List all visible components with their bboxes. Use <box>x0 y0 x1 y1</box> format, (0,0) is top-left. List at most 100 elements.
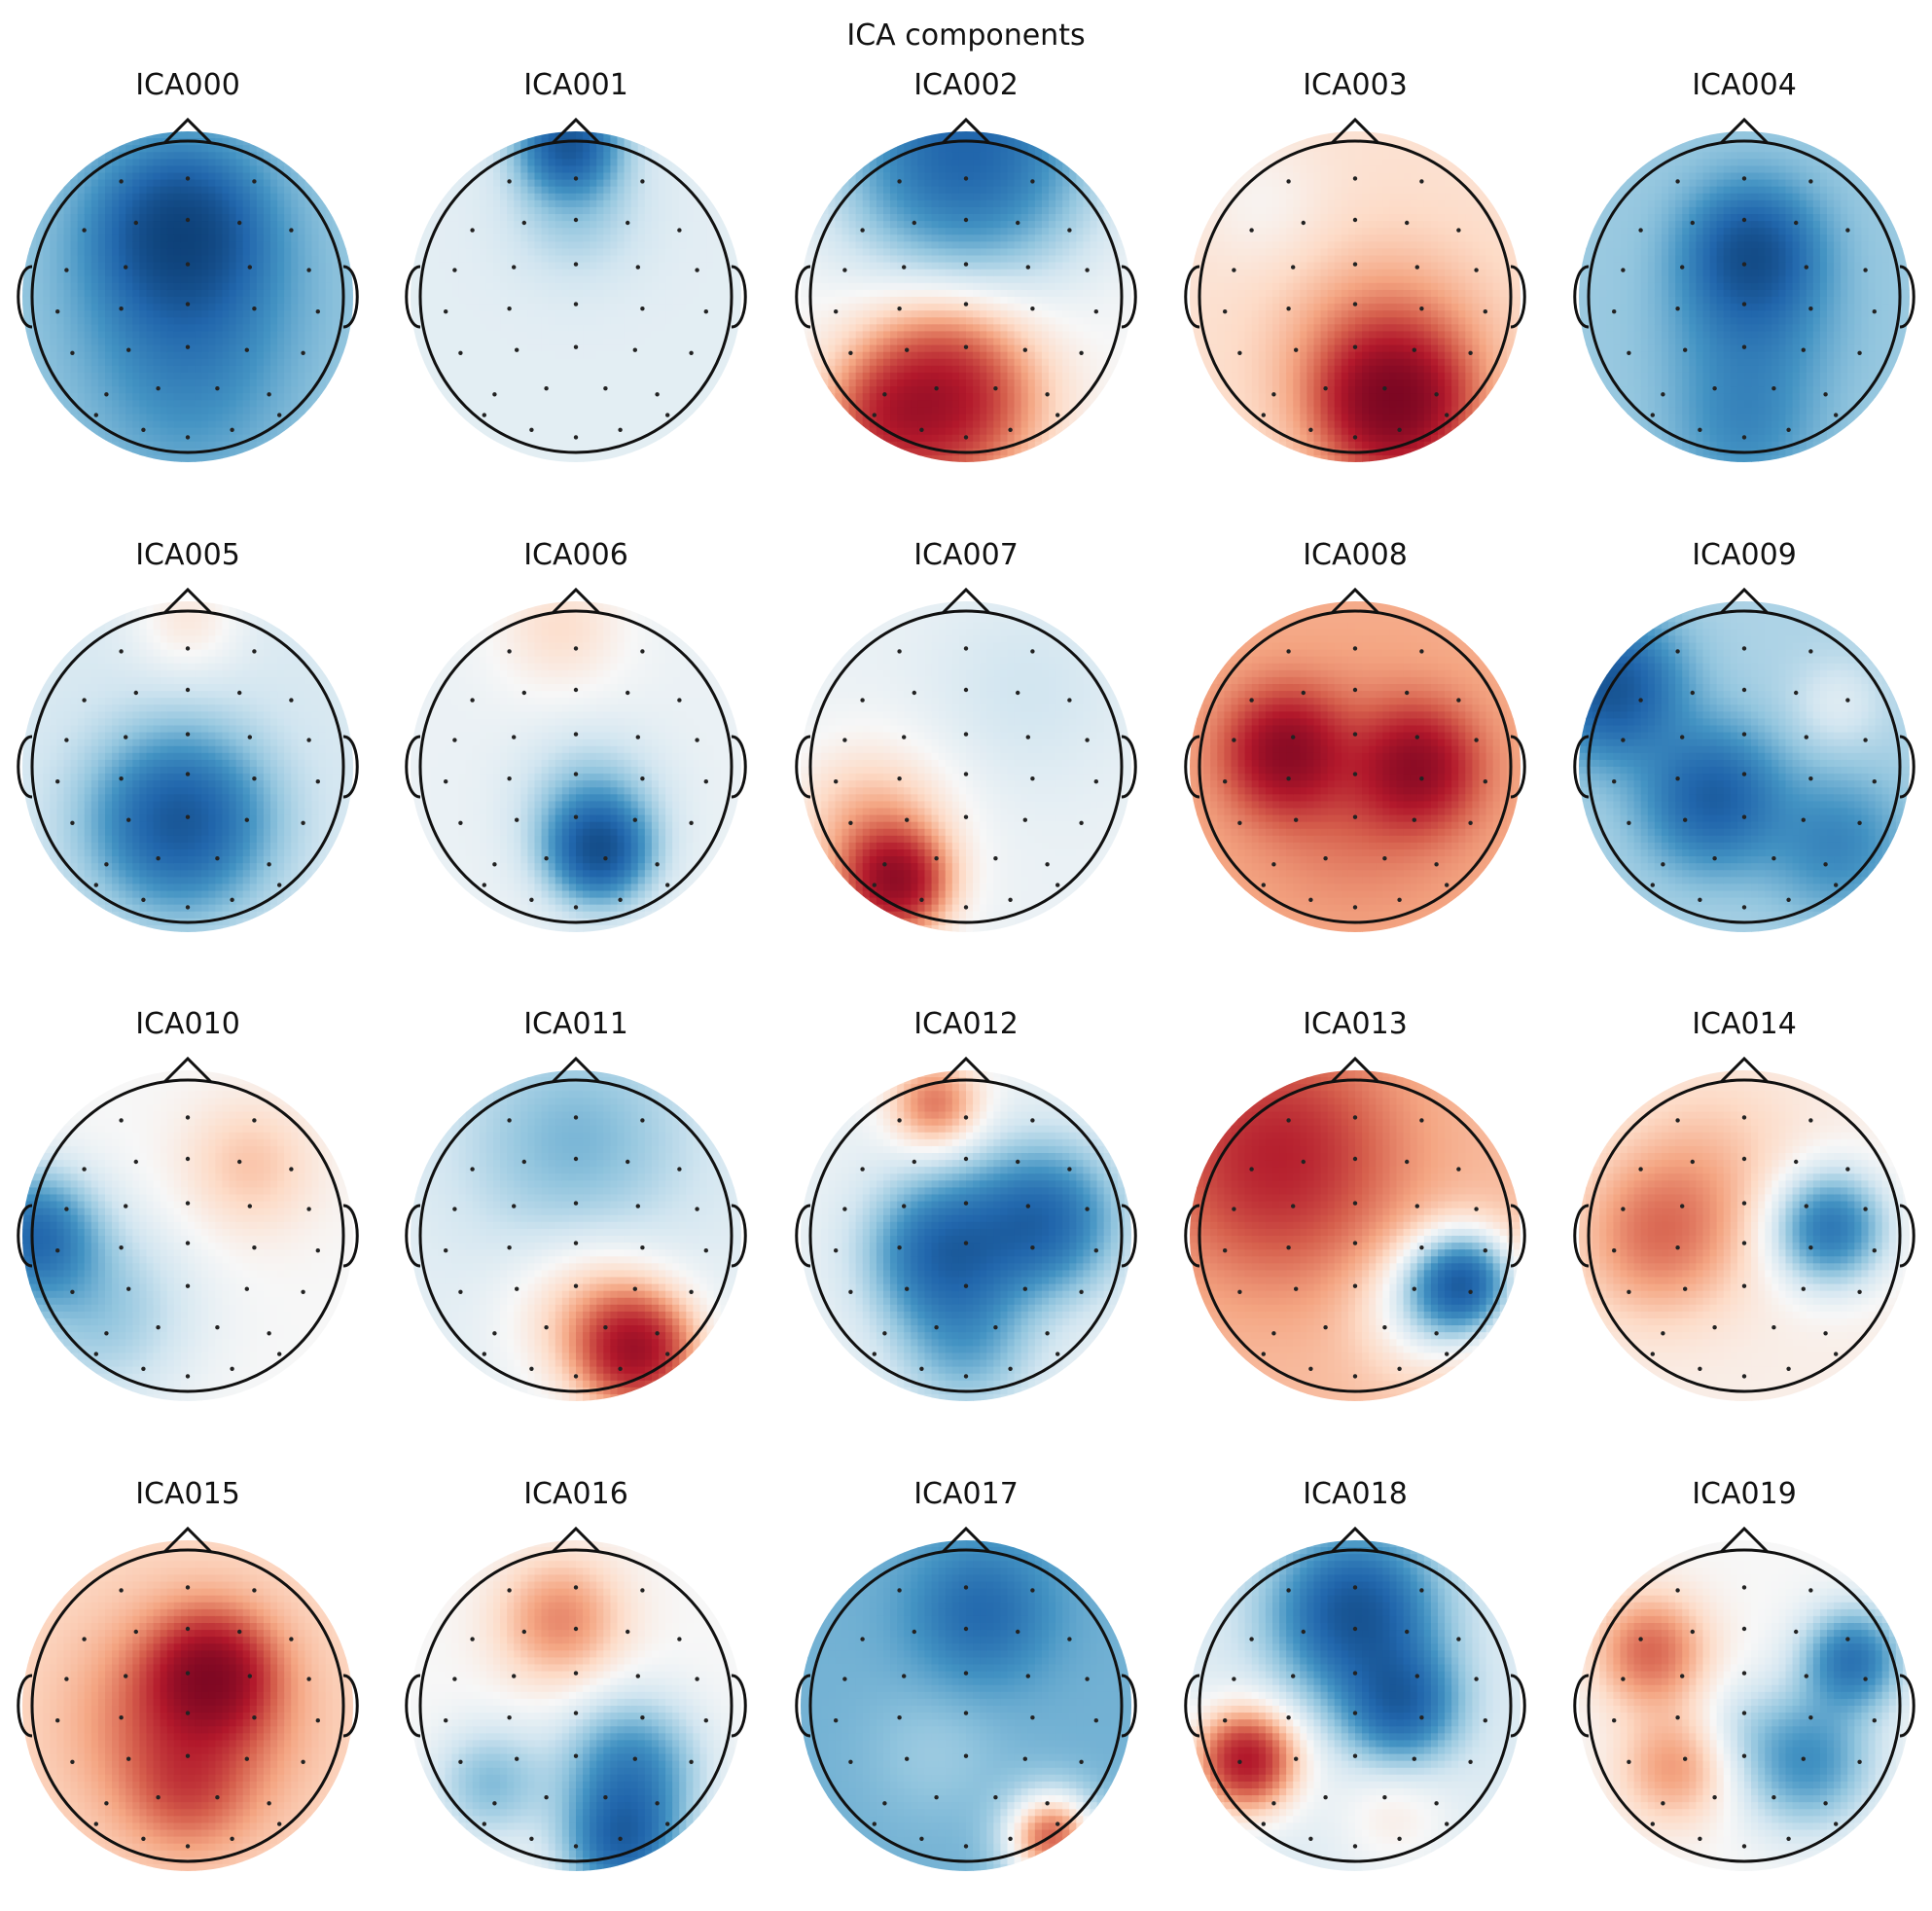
sensor-dot <box>1474 1677 1479 1681</box>
sensor-dot <box>963 176 969 181</box>
topomap-ica012: ICA012 <box>795 1007 1137 1401</box>
sensor-dot <box>665 413 670 417</box>
sensor-dot <box>1675 1245 1680 1250</box>
sensor-dot <box>1308 1366 1313 1372</box>
sensor-dot <box>1712 386 1717 391</box>
sensor-dot <box>104 862 109 867</box>
sensor-dot <box>1445 1352 1449 1356</box>
sensor-dot <box>934 386 939 391</box>
sensor-dot <box>1698 1366 1702 1372</box>
sensor-dot <box>521 220 526 226</box>
sensor-dot <box>277 883 282 887</box>
sensor-dot <box>1223 309 1228 314</box>
sensor-dot <box>1845 1167 1850 1172</box>
sensor-dot <box>93 413 99 417</box>
sensor-dot <box>1680 1674 1685 1678</box>
heatmap-field <box>1190 1540 1521 1871</box>
sensor-dot <box>640 1245 645 1250</box>
sensor-dot <box>156 1795 161 1800</box>
sensor-dot <box>1804 1674 1809 1678</box>
sensor-dot <box>492 862 497 867</box>
sensor-dot <box>124 1204 128 1208</box>
sensor-dot <box>185 905 191 910</box>
sensor-dot <box>93 1352 99 1356</box>
sensor-dot <box>655 392 660 397</box>
sensor-dot <box>1308 897 1313 902</box>
sensor-dot <box>1612 779 1617 784</box>
sensor-dot <box>1405 690 1410 696</box>
sensor-dot <box>1857 350 1862 355</box>
sensor-dot <box>665 1821 670 1826</box>
sensor-dot <box>1030 1245 1035 1250</box>
heatmap-field <box>1190 131 1521 462</box>
sensor-dot <box>573 1374 579 1379</box>
nose-marker <box>162 1056 213 1084</box>
sensor-dot <box>185 1201 191 1206</box>
sensor-dot <box>573 1241 579 1245</box>
sensor-dot <box>82 1637 87 1641</box>
sensor-dot <box>848 820 853 825</box>
sensor-dot <box>1405 1629 1410 1635</box>
sensor-dot <box>1823 1331 1828 1336</box>
sensor-dot <box>1675 1588 1680 1593</box>
sensor-dot <box>1045 392 1050 397</box>
sensor-dot <box>1030 306 1035 311</box>
sensor-dot <box>573 1626 579 1632</box>
sensor-dot <box>1419 1715 1424 1720</box>
sensor-dot <box>963 1844 969 1849</box>
sensor-dot <box>529 1366 534 1372</box>
sensor-dot <box>1397 897 1402 902</box>
sensor-dot <box>244 1756 249 1761</box>
sensor-dot <box>141 1836 146 1842</box>
sensor-dot <box>119 1588 124 1593</box>
sensor-dot <box>573 302 579 306</box>
topomap-ica001: ICA001 <box>405 68 747 462</box>
sensor-dot <box>1414 735 1420 739</box>
sensor-dot <box>1456 1167 1461 1172</box>
heatmap-field <box>1579 1540 1910 1871</box>
head-outline <box>808 1548 1124 1863</box>
sensor-dot <box>1483 1718 1488 1723</box>
sensor-dot <box>1801 817 1807 822</box>
left-ear <box>1184 1674 1200 1738</box>
sensor-dot <box>897 1118 902 1123</box>
sensor-dot <box>289 228 294 233</box>
figure-title: ICA components <box>846 18 1085 53</box>
topomap-ica007: ICA007 <box>795 538 1137 932</box>
topomap-title: ICA009 <box>1692 538 1797 572</box>
sensor-dot <box>1621 268 1626 272</box>
sensor-dot <box>1638 698 1643 703</box>
sensor-dot <box>1352 646 1358 651</box>
sensor-dot <box>252 1118 257 1123</box>
sensor-dot <box>963 1283 969 1288</box>
sensor-dot <box>1872 1248 1878 1253</box>
sensor-dot <box>1008 897 1013 902</box>
sensor-dot <box>963 687 969 693</box>
sensor-dot <box>1445 883 1449 887</box>
sensor-dot <box>1808 1715 1813 1720</box>
topomap-ica011: ICA011 <box>405 1007 747 1401</box>
sensor-dot <box>215 1795 220 1800</box>
sensor-dot <box>482 1352 486 1356</box>
sensor-dot <box>185 732 191 737</box>
head-outline <box>1198 139 1513 454</box>
sensor-dot <box>70 820 75 825</box>
sensor-dot <box>185 772 191 776</box>
heatmap-field <box>801 1070 1131 1401</box>
sensor-dot <box>133 220 138 226</box>
sensor-dot <box>1045 1801 1050 1806</box>
sensor-dot <box>185 1374 191 1379</box>
sensor-dot <box>963 1115 969 1120</box>
sensor-dot <box>1093 1718 1099 1723</box>
sensor-dot <box>185 302 191 306</box>
heatmap-field <box>22 131 353 462</box>
nose-marker <box>1330 587 1380 615</box>
sensor-dot <box>244 347 249 352</box>
sensor-dot <box>1683 1756 1688 1761</box>
sensor-dot <box>1741 1156 1747 1162</box>
sensor-dot <box>492 1331 497 1336</box>
sensor-dot <box>544 1325 549 1330</box>
sensor-dot <box>1352 176 1358 181</box>
sensor-dot <box>55 309 60 314</box>
nose-marker <box>551 587 601 615</box>
